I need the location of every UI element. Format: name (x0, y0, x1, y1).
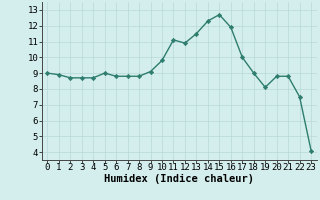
X-axis label: Humidex (Indice chaleur): Humidex (Indice chaleur) (104, 174, 254, 184)
